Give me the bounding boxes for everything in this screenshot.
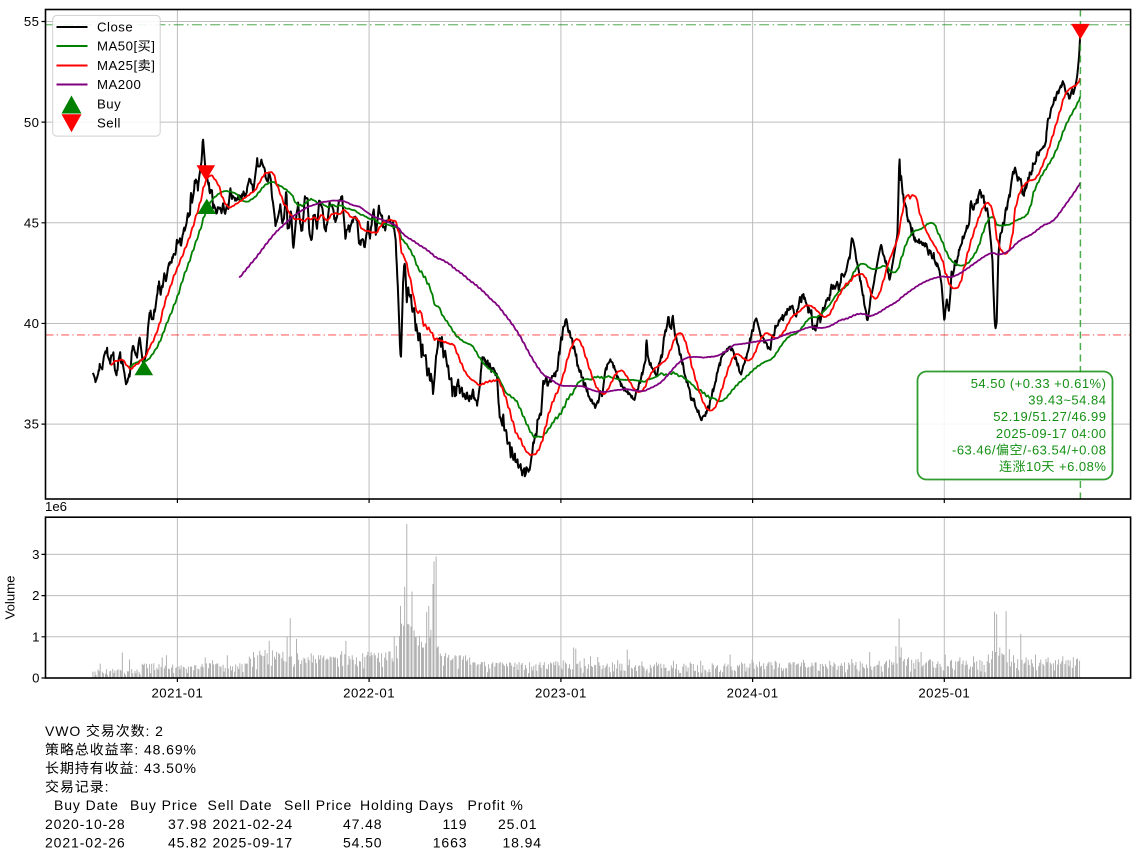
svg-text::: :: [105, 779, 110, 795]
svg-text:2: 2: [32, 588, 39, 603]
svg-text:1: 1: [32, 629, 39, 644]
svg-text:50: 50: [24, 115, 40, 130]
svg-text:MA200: MA200: [97, 77, 141, 92]
svg-text:: 48.69%: : 48.69%: [134, 741, 196, 757]
svg-text:52.19/51.27/46.99: 52.19/51.27/46.99: [993, 409, 1106, 424]
svg-text:47.48: 47.48: [343, 816, 383, 832]
svg-text:119: 119: [442, 816, 467, 832]
svg-text:25.01: 25.01: [498, 816, 538, 832]
svg-text:Profit %: Profit %: [468, 797, 524, 813]
svg-text:0: 0: [32, 671, 39, 686]
svg-text:2025-09-17 04:00: 2025-09-17 04:00: [996, 426, 1107, 441]
svg-text:Buy: Buy: [97, 97, 121, 112]
svg-text:45: 45: [24, 215, 40, 230]
svg-text:VWO: VWO: [45, 723, 86, 739]
svg-text:2025-09-17: 2025-09-17: [213, 834, 294, 850]
svg-text:39.43~54.84: 39.43~54.84: [1028, 393, 1106, 408]
svg-text:Holding Days: Holding Days: [360, 797, 454, 813]
svg-text:: 43.50%: : 43.50%: [134, 760, 196, 776]
svg-text:1e6: 1e6: [45, 499, 67, 514]
svg-text:-63.46/: -63.46/: [952, 442, 996, 457]
svg-text:40: 40: [24, 316, 40, 331]
svg-text:/-63.54/+0.08: /-63.54/+0.08: [1023, 442, 1106, 457]
svg-text:: 2: : 2: [146, 723, 164, 739]
svg-text:54.50 (+0.33 +0.61%): 54.50 (+0.33 +0.61%): [971, 376, 1107, 391]
svg-text:2024-01: 2024-01: [727, 686, 779, 701]
svg-text:1663: 1663: [433, 834, 468, 850]
svg-text:2021-02-24: 2021-02-24: [213, 816, 294, 832]
svg-text:Sell: Sell: [97, 116, 121, 131]
svg-text:Sell Date: Sell Date: [208, 797, 273, 813]
svg-text:2020-10-28: 2020-10-28: [45, 816, 126, 832]
svg-text:2022-01: 2022-01: [343, 686, 395, 701]
svg-text:MA50[: MA50[: [97, 39, 138, 54]
svg-text:45.82: 45.82: [168, 834, 208, 850]
svg-text:2021-02-26: 2021-02-26: [45, 834, 126, 850]
svg-text:MA25[: MA25[: [97, 58, 138, 73]
svg-text:2021-01: 2021-01: [151, 686, 203, 701]
svg-text:]: ]: [151, 58, 155, 73]
svg-text:54.50: 54.50: [343, 834, 383, 850]
svg-text:3: 3: [32, 547, 39, 562]
svg-text:Sell Price: Sell Price: [284, 797, 352, 813]
svg-text:+6.08%: +6.08%: [1055, 459, 1107, 474]
svg-text:]: ]: [151, 39, 155, 54]
svg-text:35: 35: [24, 417, 40, 432]
svg-text:18.94: 18.94: [502, 834, 542, 850]
svg-text:Close: Close: [97, 20, 133, 35]
svg-text:Buy Date: Buy Date: [54, 797, 119, 813]
svg-text:2023-01: 2023-01: [535, 686, 587, 701]
svg-text:10: 10: [1026, 459, 1041, 474]
svg-text:Volume: Volume: [3, 576, 18, 620]
svg-text:2025-01: 2025-01: [918, 686, 970, 701]
svg-text:Buy Price: Buy Price: [130, 797, 198, 813]
svg-text:55: 55: [24, 14, 40, 29]
svg-text:37.98: 37.98: [168, 816, 208, 832]
